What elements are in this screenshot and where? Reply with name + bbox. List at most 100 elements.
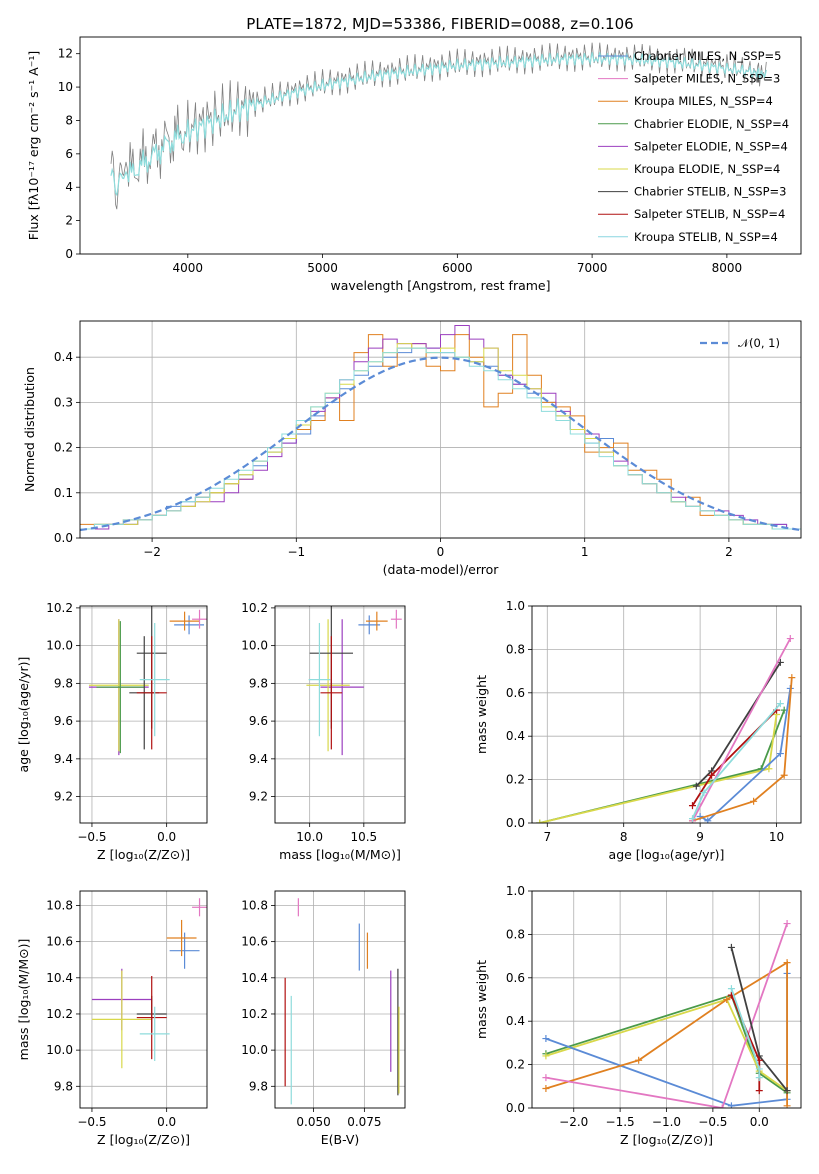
x-tick-label: 6000 [442,261,473,275]
x-tick-label: 10 [769,830,784,844]
y-tick-label: 0.0 [54,531,73,545]
mass-weight-marker [783,1102,791,1108]
x-axis-label: age [log₁₀(age/yr)] [609,847,725,862]
y-tick-label: 10.0 [241,1043,268,1057]
legend-entry: Kroupa ELODIE, N_SSP=4 [634,162,780,176]
y-axis-label: mass weight [474,960,489,1039]
error-bar-point [88,619,149,752]
mass-weight-marker [708,771,716,779]
mass-weight-marker [688,815,696,823]
y-tick-label: 0.6 [506,971,525,985]
x-tick-label: 2 [725,545,733,559]
y-tick-label: 10.4 [46,971,73,985]
error-bar-point [390,609,402,629]
error-bar-point [192,898,207,917]
error-bar-point [136,975,167,1060]
y-tick-label: 0.8 [506,642,525,656]
y-tick-label: 10.8 [46,898,73,912]
mass-weight-marker [727,943,735,951]
y-tick-label: 0.2 [54,441,73,455]
y-tick-label: 10.2 [46,1007,73,1021]
mass-weight-marker [750,797,758,805]
legend-entry: Kroupa MILES, N_SSP=4 [634,94,773,108]
y-tick-label: 9.8 [54,1079,73,1093]
y-tick-label: 6 [65,147,73,161]
legend-entry: Salpeter ELODIE, N_SSP=4 [634,139,788,153]
x-tick-label: −0.5 [77,830,106,844]
y-tick-label: 9.8 [249,676,268,690]
x-tick-label: 1 [581,545,589,559]
x-axis-label: (data-model)/error [383,562,500,577]
x-tick-label: 8 [620,830,628,844]
x-axis-label: mass [log₁₀(M/M⊙)] [279,847,401,862]
error-bar-point [320,636,343,750]
y-tick-label: 0.4 [54,350,73,364]
x-tick-label: 0.0 [157,830,176,844]
normal-curve-line [80,356,801,532]
mass-weight-marker [783,959,791,967]
x-tick-label: 10.0 [296,830,323,844]
plot-frame [79,605,208,824]
y-tick-label: 10.6 [46,935,73,949]
x-tick-label: 5000 [307,261,338,275]
y-tick-label: 0.1 [54,486,73,500]
mass-weight-marker [755,1065,763,1073]
error-bar-point [166,919,197,957]
y-tick-label: 10.2 [241,1007,268,1021]
mass-weight-marker [776,700,784,708]
mass-weight-marker [635,1056,643,1064]
plot-frame [79,36,802,255]
error-bar-point [136,636,167,750]
x-axis-label: E(B-V) [321,1132,360,1147]
plot-frame [531,605,802,824]
error-bar-point [139,1006,170,1061]
y-tick-label: 10.6 [241,935,268,949]
x-tick-label: −2 [143,545,161,559]
error-bar-point [139,622,170,737]
x-tick-label: 0.0 [157,1115,176,1129]
y-tick-label: 4 [65,180,73,194]
mass-weight-marker [723,996,731,1003]
plot-frame [79,320,802,539]
x-tick-label: −1.0 [652,1115,681,1129]
x-axis-label: Z [log₁₀(Z/Z⊙)] [97,847,190,862]
mass-weight-line-3 [692,677,793,822]
x-tick-label: 0.050 [296,1115,330,1129]
mass-weight-marker [542,1052,550,1060]
mass-weight-marker [788,674,796,682]
mass-weight-marker [688,802,696,810]
x-tick-label: 0.0 [750,1115,769,1129]
mass-weight-marker [700,789,708,797]
y-tick-label: 0.8 [506,927,525,941]
y-tick-label: 0.0 [506,816,525,830]
error-bar-point [192,609,207,629]
y-tick-label: 0.4 [506,729,525,743]
y-tick-label: 9.6 [249,714,268,728]
spectrum-title: PLATE=1872, MJD=53386, FIBERID=0088, z=0… [246,15,633,33]
x-tick-label: −1.5 [606,1115,635,1129]
y-axis-label: Normed distribution [22,367,37,492]
x-tick-label: 0 [437,545,445,559]
mass-weight-marker [783,920,791,928]
x-tick-label: 10.5 [350,830,377,844]
x-tick-label: 4000 [173,261,204,275]
y-axis-label: mass weight [474,675,489,754]
x-tick-label: −0.5 [77,1115,106,1129]
mass-weight-marker [542,1035,550,1043]
mass-weight-marker [755,1087,763,1095]
mass-weight-marker [765,765,773,773]
mass-weight-marker [718,1104,726,1108]
x-tick-label: 9 [696,830,704,844]
y-axis-label: mass [log₁₀(M/M⊙)] [16,939,31,1061]
error-bar-point [91,970,152,1069]
mass-weight-line-2 [699,688,792,822]
x-axis-label: wavelength [Angstrom, rest frame] [330,278,550,293]
mass-weight-marker [783,1087,791,1095]
error-bar-point [366,611,388,631]
error-bar-point [320,619,364,756]
mass-weight-marker [704,817,712,823]
residual-histogram-4 [80,347,801,530]
mass-weight-marker [755,1074,763,1082]
y-tick-label: 1.0 [506,884,525,898]
x-tick-label: 7000 [577,261,608,275]
